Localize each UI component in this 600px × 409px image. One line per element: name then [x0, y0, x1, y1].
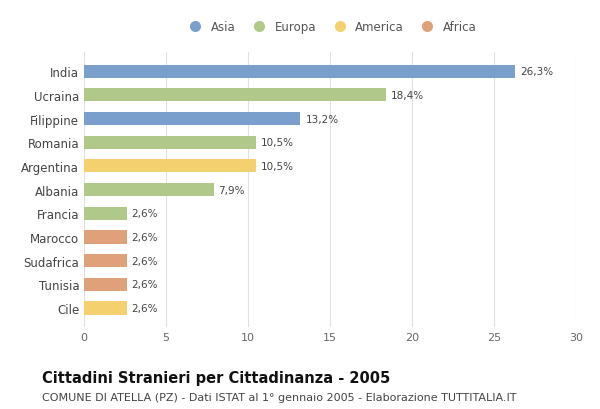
Text: COMUNE DI ATELLA (PZ) - Dati ISTAT al 1° gennaio 2005 - Elaborazione TUTTITALIA.: COMUNE DI ATELLA (PZ) - Dati ISTAT al 1°…: [42, 392, 517, 402]
Bar: [84, 113, 301, 126]
Bar: [84, 207, 127, 220]
Bar: [84, 278, 127, 291]
Bar: [84, 89, 386, 102]
Bar: [84, 302, 127, 315]
Text: 13,2%: 13,2%: [305, 115, 338, 124]
Text: 2,6%: 2,6%: [131, 303, 158, 313]
Bar: [84, 184, 214, 197]
Text: Cittadini Stranieri per Cittadinanza - 2005: Cittadini Stranieri per Cittadinanza - 2…: [42, 370, 390, 385]
Text: 2,6%: 2,6%: [131, 256, 158, 266]
Bar: [84, 137, 256, 149]
Bar: [84, 254, 127, 267]
Text: 2,6%: 2,6%: [131, 232, 158, 243]
Text: 7,9%: 7,9%: [218, 185, 245, 195]
Text: 10,5%: 10,5%: [261, 138, 294, 148]
Text: 18,4%: 18,4%: [391, 91, 424, 101]
Legend: Asia, Europa, America, Africa: Asia, Europa, America, Africa: [184, 21, 476, 34]
Text: 2,6%: 2,6%: [131, 209, 158, 219]
Text: 26,3%: 26,3%: [520, 67, 553, 77]
Text: 2,6%: 2,6%: [131, 280, 158, 290]
Bar: [84, 231, 127, 244]
Text: 10,5%: 10,5%: [261, 162, 294, 171]
Bar: [84, 160, 256, 173]
Bar: [84, 65, 515, 79]
